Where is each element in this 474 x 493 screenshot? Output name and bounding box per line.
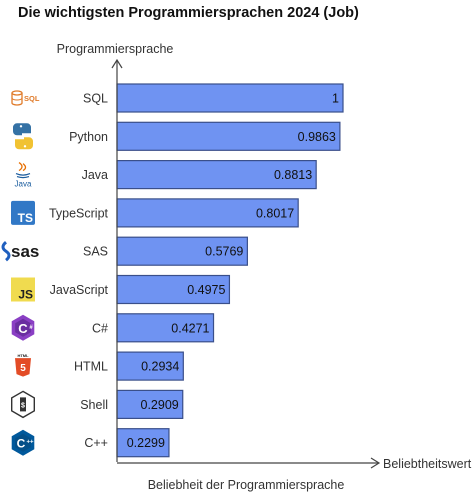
svg-text:#: # [29,325,33,331]
svg-text:SQL: SQL [24,94,40,103]
svg-text:C: C [17,437,26,451]
typescript-icon: TS [11,200,35,225]
category-label-python: Python [69,130,108,144]
category-label-java: Java [82,168,108,182]
value-label-cplusplus: 0.2299 [127,436,165,450]
value-label-javascript: 0.4975 [187,283,225,297]
category-label-shell: Shell [80,398,108,412]
html5-icon: HTML 5 [15,353,31,377]
bar-java [116,160,317,190]
cplusplus-icon: C ++ [11,429,35,456]
y-axis-title: Programmiersprache [57,42,174,56]
svg-text:sas: sas [11,242,39,261]
value-label-csharp: 0.4271 [171,321,209,335]
sql-icon: SQL [11,90,40,106]
bar-html [116,351,184,381]
value-label-shell: 0.2909 [141,398,179,412]
bar-sas [116,236,248,266]
bar-cplusplus [116,428,170,458]
category-label-sas: SAS [83,245,108,259]
value-label-java: 0.8813 [274,168,312,182]
category-label-csharp: C# [92,321,108,335]
bar-shell [116,389,184,419]
bar-sql [116,83,344,113]
value-label-sql: 1 [332,92,339,106]
bars-group: 1 SQL 0.9863 Python 0.8813 Java 0.8017 TypeScri… [49,83,344,458]
svg-text:HTML: HTML [17,353,29,358]
csharp-icon: C # [11,314,35,341]
bar-javascript [116,274,231,305]
svg-text:JS: JS [18,288,33,302]
x-axis-arrow [370,457,381,469]
category-label-javascript: JavaScript [50,283,109,297]
python-icon [13,123,33,150]
category-label-sql: SQL [83,92,108,106]
category-label-html: HTML [74,360,108,374]
category-label-cplusplus: C++ [84,436,108,450]
category-label-typescript: TypeScript [49,206,109,220]
java-icon: Java [15,162,32,189]
svg-text:$: $ [21,402,25,410]
svg-text:Java: Java [15,180,32,189]
svg-text:C: C [18,321,28,336]
svg-text:TS: TS [18,211,33,225]
x-axis-title: Beliebheit der Programmiersprache [148,478,345,492]
value-label-sas: 0.5769 [205,245,243,259]
value-label-html: 0.2934 [141,360,179,374]
x-axis-end-label: Beliebtheitswert [383,457,472,471]
shell-icon: $ [10,390,35,419]
bar-python [116,121,341,151]
javascript-icon: JS [11,277,35,302]
svg-text:++: ++ [26,440,34,446]
sas-icon: sas [1,241,39,262]
svg-text:5: 5 [20,363,26,374]
bar-csharp [116,313,215,343]
value-label-typescript: 0.8017 [256,206,294,220]
y-axis-arrow [111,58,123,69]
value-label-python: 0.9863 [298,130,336,144]
chart-title: Die wichtigsten Programmiersprachen 2024… [18,5,359,21]
